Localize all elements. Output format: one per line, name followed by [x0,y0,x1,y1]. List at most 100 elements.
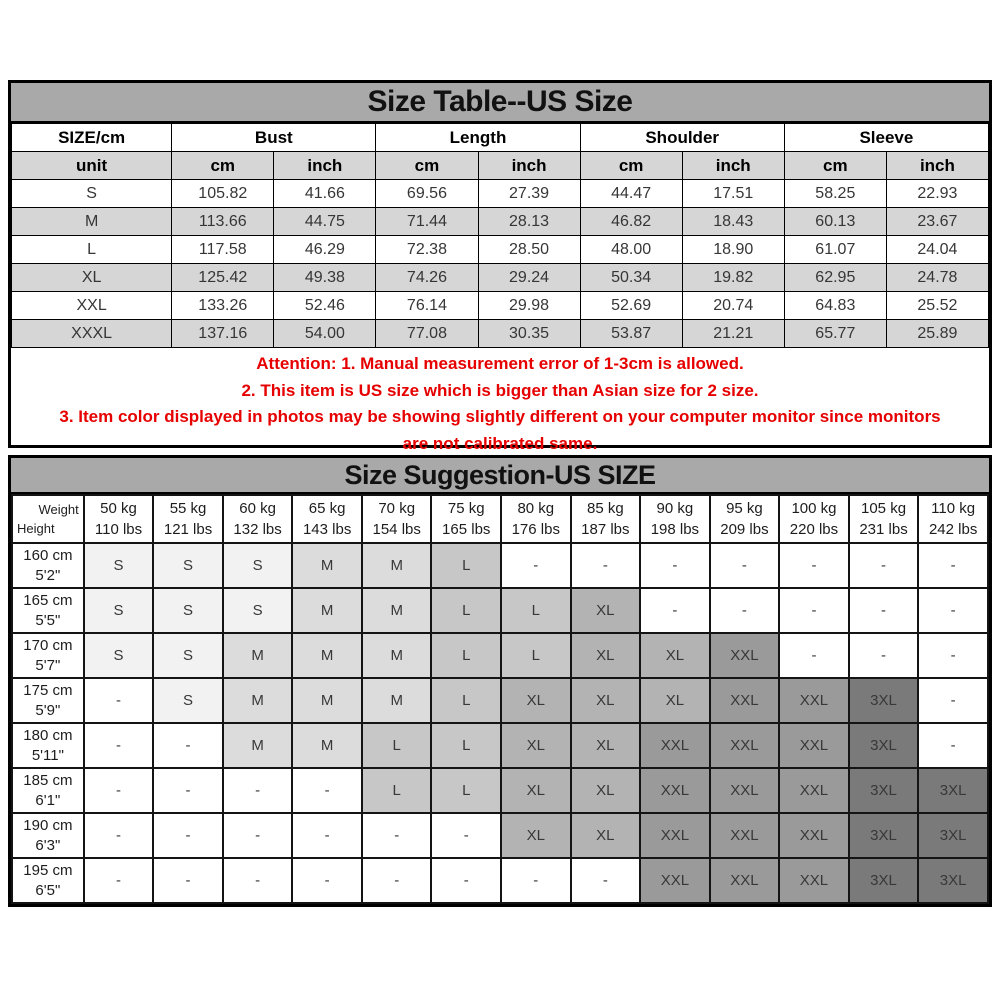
weight-header-cell: 65 kg 143 lbs [291,494,363,544]
suggestion-size-cell: - [221,857,294,904]
suggestion-size-cell: XXL [778,857,850,904]
weight-header-cell: 60 kg 132 lbs [221,494,294,544]
height-label-cell: 170 cm 5'7" [11,632,85,679]
weight-kg-label: 70 kg [378,500,416,517]
weight-header-cell: 50 kg 110 lbs [82,494,155,544]
suggestion-size-cell: M [221,677,294,724]
measurement-value-cell: 20.74 [681,291,785,320]
weight-lbs-label: 176 lbs [511,521,560,538]
unit-header: cm [171,151,275,180]
height-ft-label: 5'5" [35,611,61,629]
measurement-value-cell: 125.42 [171,263,275,292]
suggestion-size-cell: XL [569,632,642,679]
suggestion-size-cell: XL [569,767,642,814]
suggestion-size-cell: L [430,677,503,724]
attention-line: are not calibrated same. [402,433,598,453]
unit-header: inch [885,151,990,180]
suggestion-size-cell: S [152,677,224,724]
measurement-value-cell: 21.21 [681,319,785,348]
measurement-value-cell: 23.67 [885,207,990,236]
measurement-value-cell: 113.66 [171,207,275,236]
suggestion-size-cell: - [917,722,989,769]
suggestion-size-cell: - [221,767,294,814]
suggestion-size-cell: - [500,857,572,904]
suggestion-size-cell: XXL [639,767,711,814]
suggestion-size-cell: - [291,767,363,814]
measure-group-header: Sleeve [783,123,990,152]
weight-header-cell: 80 kg 176 lbs [500,494,572,544]
unit-header: cm [375,151,479,180]
weight-kg-label: 100 kg [791,500,837,517]
height-cm-label: 180 cm [23,726,73,744]
suggestion-size-cell: M [360,632,433,679]
suggestion-size-cell: - [82,767,155,814]
suggestion-size-cell: - [82,722,155,769]
size-label-cell: M [10,207,173,236]
suggestion-size-cell: M [360,587,433,634]
suggestion-size-cell: - [708,542,781,589]
measurement-value-cell: 46.29 [273,235,377,264]
weight-header-cell: 95 kg 209 lbs [708,494,781,544]
suggestion-size-cell: XXL [708,767,781,814]
suggestion-size-cell: 3XL [917,857,989,904]
measurement-value-cell: 58.25 [783,179,887,208]
suggestion-size-cell: - [152,767,224,814]
size-suggestion-table: Weight Height 50 kg 110 lbs 55 kg 121 lbs 60 k… [11,494,989,904]
measurement-value-cell: 22.93 [885,179,990,208]
suggestion-size-cell: - [917,677,989,724]
suggestion-size-cell: XXL [639,857,711,904]
weight-header-cell: 55 kg 121 lbs [152,494,224,544]
suggestion-size-cell: XXL [708,722,781,769]
suggestion-size-cell: S [82,632,155,679]
size-table-row: XL 125.42 49.38 74.26 29.24 50.34 19.82 62.95 24… [10,263,990,292]
size-table-corner-label: SIZE/cm [10,123,173,152]
measurement-value-cell: 18.90 [681,235,785,264]
weight-kg-label: 85 kg [586,500,624,517]
measurement-value-cell: 29.24 [477,263,581,292]
suggestion-size-cell: L [430,542,503,589]
measurement-value-cell: 64.83 [783,291,887,320]
height-ft-label: 6'1" [35,791,61,809]
suggestion-size-cell: M [291,677,363,724]
suggestion-size-cell: - [639,542,711,589]
weight-kg-label: 105 kg [861,500,907,517]
measurement-value-cell: 18.43 [681,207,785,236]
weight-header-cell: 90 kg 198 lbs [639,494,711,544]
suggestion-size-cell: - [569,542,642,589]
suggestion-size-cell: - [778,632,850,679]
height-label-cell: 175 cm 5'9" [11,677,85,724]
suggestion-size-cell: M [221,722,294,769]
suggestion-size-cell: XXL [639,812,711,859]
suggestion-size-cell: XXL [708,632,781,679]
suggestion-size-cell: XXL [708,857,781,904]
measurement-value-cell: 50.34 [579,263,683,292]
height-cm-label: 165 cm [23,591,73,609]
suggestion-size-cell: XXL [778,812,850,859]
suggestion-size-cell: M [360,542,433,589]
weight-header-cell: 75 kg 165 lbs [430,494,503,544]
suggestion-size-cell: - [82,857,155,904]
height-label-cell: 180 cm 5'11" [11,722,85,769]
suggestion-row: 165 cm 5'5" S S S M M L L XL - - - - - [11,587,989,634]
suggestion-size-cell: XXL [708,812,781,859]
measurement-value-cell: 17.51 [681,179,785,208]
measurement-value-cell: 24.04 [885,235,990,264]
measurement-value-cell: 28.13 [477,207,581,236]
height-cm-label: 190 cm [23,816,73,834]
weight-height-corner-cell: Weight Height [11,494,85,544]
suggestion-size-cell: L [360,722,433,769]
size-table-body: S 105.82 41.66 69.56 27.39 44.47 17.51 58.25 22.… [10,179,990,348]
measurement-value-cell: 25.52 [885,291,990,320]
suggestion-row: 180 cm 5'11" - - M M L L XL XL XXL XXL XXL 3XL - [11,722,989,769]
suggestion-size-cell: - [430,857,503,904]
suggestion-size-cell: M [291,587,363,634]
height-ft-label: 5'9" [35,701,61,719]
suggestion-size-cell: - [708,587,781,634]
suggestion-size-cell: XXL [778,722,850,769]
measurement-value-cell: 52.69 [579,291,683,320]
weight-kg-label: 95 kg [726,500,763,517]
measure-group-header: Shoulder [579,123,785,152]
measurement-value-cell: 71.44 [375,207,479,236]
measurement-value-cell: 77.08 [375,319,479,348]
suggestion-size-cell: M [360,677,433,724]
